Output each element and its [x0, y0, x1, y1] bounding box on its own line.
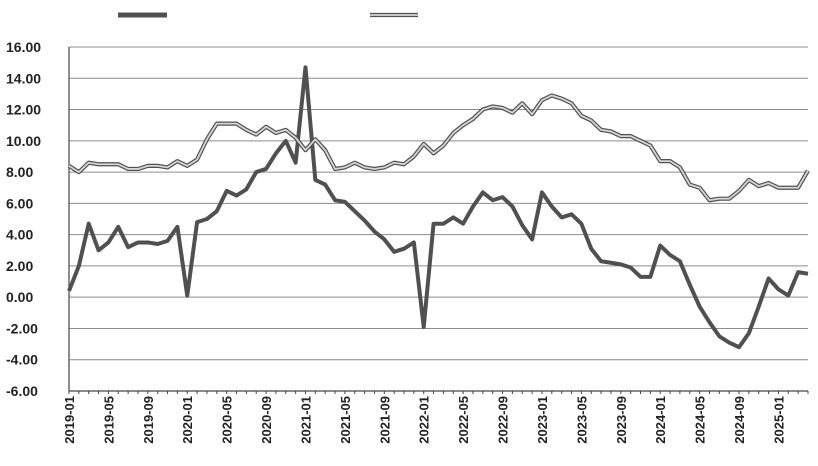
x-tick-label: 2022-05 — [456, 396, 471, 444]
y-tick-label: 16.00 — [6, 39, 41, 55]
x-tick-label: 2020-05 — [220, 396, 235, 444]
y-tick-label: 4.00 — [6, 227, 33, 243]
y-tick-labels: 16.00 14.00 12.00 10.00 8.00 6.00 4.00 2.00 0.00… — [6, 39, 41, 399]
y-tick-label: 14.00 — [6, 70, 41, 86]
y-tick-label: -6.00 — [6, 383, 38, 399]
x-tick-label: 2023-01 — [535, 396, 550, 444]
x-tick-label: 2021-09 — [377, 396, 392, 444]
x-tick-label: 2024-09 — [732, 396, 747, 444]
y-tick-label: 2.00 — [6, 258, 33, 274]
x-tick-label: 2023-05 — [574, 396, 589, 444]
axes — [68, 47, 809, 394]
series — [67, 65, 810, 350]
y-tick-label: 0.00 — [6, 289, 33, 305]
y-tick-label: -4.00 — [6, 352, 38, 368]
x-tick-label: 2025-01 — [771, 396, 786, 444]
x-tick-label: 2019-01 — [62, 396, 77, 444]
grid — [69, 46, 808, 392]
x-tick-label: 2021-01 — [298, 396, 313, 444]
series-2-line-outline — [67, 93, 810, 203]
x-tick-labels: 2019-01 2019-05 2019-09 2020-01 2020-05 2020-… — [62, 396, 786, 444]
series-2-line — [68, 94, 809, 202]
y-tick-label: 8.00 — [6, 164, 33, 180]
x-tick-label: 2021-05 — [338, 396, 353, 444]
x-tick-label: 2023-09 — [614, 396, 629, 444]
x-tick-label: 2022-09 — [496, 396, 511, 444]
x-tick-label: 2020-01 — [180, 396, 195, 444]
y-tick-label: 10.00 — [6, 133, 41, 149]
x-tick-label: 2019-05 — [101, 396, 116, 444]
y-tick-label: -2.00 — [6, 320, 38, 336]
x-tick-label: 2024-05 — [693, 396, 708, 444]
series-1-line — [67, 65, 809, 350]
x-tick-label: 2020-09 — [259, 396, 274, 444]
y-tick-label: 6.00 — [6, 195, 33, 211]
x-tick-label: 2024-01 — [653, 396, 668, 444]
x-tick-label: 2019-09 — [141, 396, 156, 444]
y-tick-label: 12.00 — [6, 102, 41, 118]
x-tick-label: 2022-01 — [417, 396, 432, 444]
